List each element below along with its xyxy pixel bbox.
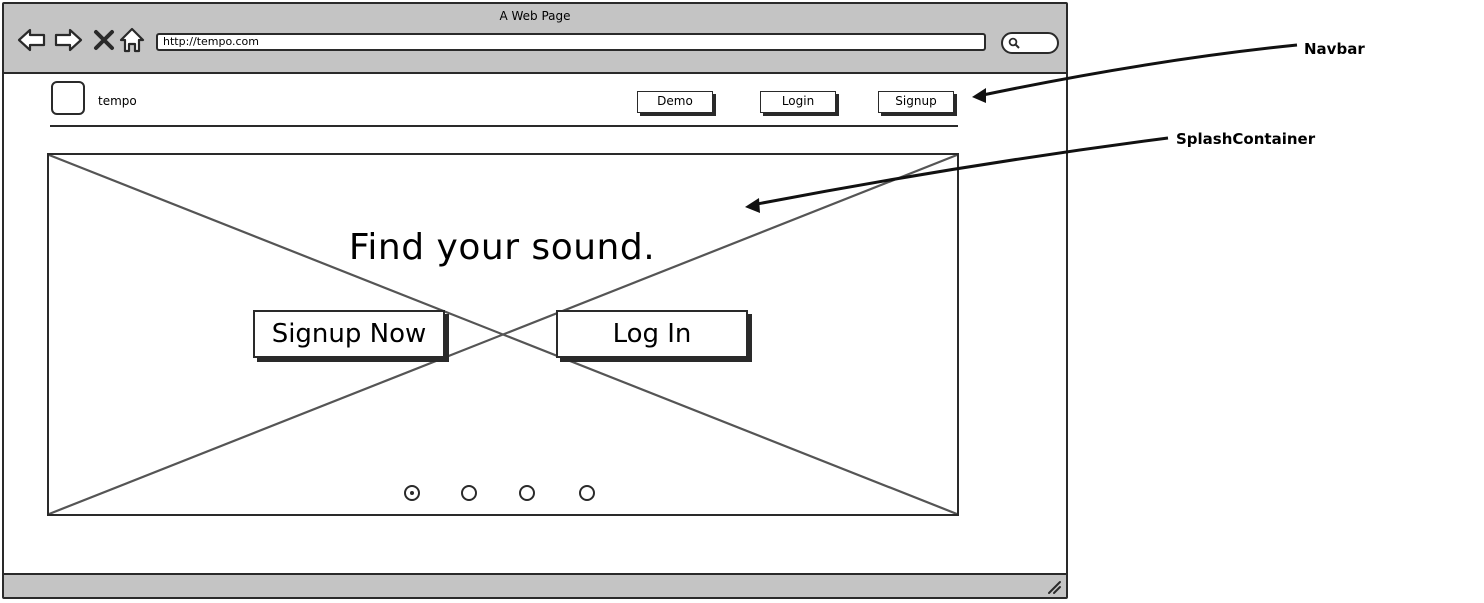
browser-statusbar xyxy=(4,573,1066,597)
browser-titlebar: A Web Page http://tempo.com xyxy=(4,4,1066,74)
forward-arrow-icon[interactable] xyxy=(52,24,84,56)
browser-search-field[interactable] xyxy=(1001,32,1059,54)
splash-headline: Find your sound. xyxy=(348,227,656,268)
logo-icon[interactable] xyxy=(51,81,85,115)
search-icon xyxy=(1008,37,1020,49)
navbar-divider xyxy=(50,125,958,127)
splash-annotation: SplashContainer xyxy=(1176,130,1316,148)
back-arrow-icon[interactable] xyxy=(16,24,48,56)
carousel-dot[interactable] xyxy=(519,485,535,501)
signup-now-button[interactable]: Signup Now xyxy=(253,310,445,358)
close-icon[interactable] xyxy=(88,24,120,56)
nav-login-button[interactable]: Login xyxy=(760,91,836,113)
resize-grip-icon[interactable] xyxy=(1046,579,1062,595)
url-input[interactable]: http://tempo.com xyxy=(156,33,986,51)
carousel-dot[interactable] xyxy=(579,485,595,501)
image-placeholder xyxy=(49,155,957,514)
log-in-button[interactable]: Log In xyxy=(556,310,748,358)
carousel-dot[interactable] xyxy=(404,485,420,501)
window-title: A Web Page xyxy=(499,9,571,23)
navbar-annotation: Navbar xyxy=(1304,40,1365,58)
brand-name[interactable]: tempo xyxy=(98,94,137,108)
carousel-dot[interactable] xyxy=(461,485,477,501)
home-icon[interactable] xyxy=(116,24,148,56)
splash-container: Find your sound. Signup Now Log In xyxy=(47,153,959,516)
nav-demo-button[interactable]: Demo xyxy=(637,91,713,113)
nav-signup-button[interactable]: Signup xyxy=(878,91,954,113)
